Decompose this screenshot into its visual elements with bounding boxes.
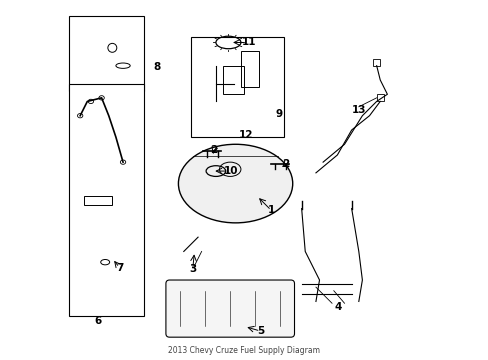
Text: 10: 10 [224, 166, 238, 176]
Bar [83, 196, 112, 205]
Ellipse shape [178, 144, 292, 223]
Bar [376, 94, 383, 102]
Text: 8: 8 [153, 63, 160, 72]
Bar [223, 66, 244, 94]
Text: 5: 5 [256, 326, 264, 336]
Bar [241, 51, 258, 87]
Text: 7: 7 [116, 262, 123, 273]
Text: 1: 1 [267, 205, 274, 215]
Text: 6: 6 [94, 316, 102, 326]
Text: 11: 11 [242, 37, 256, 48]
Text: 2: 2 [210, 145, 217, 155]
FancyBboxPatch shape [165, 280, 294, 337]
Text: 4: 4 [334, 302, 341, 312]
Text: 13: 13 [351, 105, 366, 115]
Bar [372, 59, 380, 66]
Text: 9: 9 [275, 109, 283, 119]
Bar [190, 37, 283, 137]
Text: 2: 2 [282, 159, 288, 169]
Text: 12: 12 [239, 130, 253, 140]
Bar [69, 16, 144, 91]
Text: 3: 3 [189, 264, 196, 274]
Text: 2013 Chevy Cruze Fuel Supply Diagram: 2013 Chevy Cruze Fuel Supply Diagram [168, 346, 320, 355]
Bar [69, 84, 144, 316]
